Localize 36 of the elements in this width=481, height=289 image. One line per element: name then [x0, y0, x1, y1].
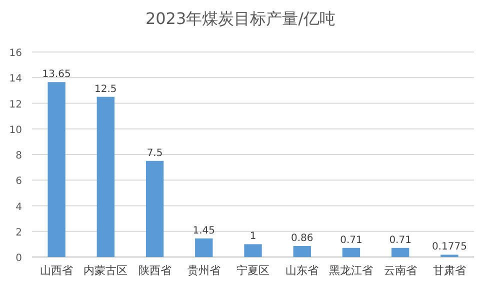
data-label: 1.45 [192, 225, 216, 236]
x-tick-label: 山西省 [40, 264, 74, 277]
x-tick-label: 黑龙江省 [329, 264, 374, 277]
y-tick-label: 14 [9, 74, 22, 85]
y-tick-label: 12 [9, 99, 22, 110]
bar [244, 244, 262, 257]
bar [195, 238, 213, 257]
bar [342, 248, 360, 257]
data-label: 0.71 [340, 234, 362, 246]
x-tick-label: 内蒙古区 [84, 264, 128, 277]
data-label: 0.71 [389, 234, 412, 246]
bar [146, 160, 164, 257]
data-label: 12.5 [94, 84, 117, 95]
data-label: 13.65 [42, 69, 71, 80]
chart-title: 2023年煤炭目标产量/亿吨 [145, 9, 336, 28]
x-tick-label: 宁夏区 [236, 264, 270, 277]
x-tick-label: 贵州省 [187, 264, 220, 277]
bar [48, 82, 66, 257]
bar [96, 96, 115, 257]
y-tick-label: 0 [16, 253, 22, 264]
data-label: 0.86 [290, 232, 314, 244]
y-tick-label: 2 [16, 227, 22, 238]
bar [293, 246, 311, 257]
data-label: 1 [250, 231, 256, 242]
y-tick-label: 6 [16, 176, 22, 188]
y-tick-label: 4 [16, 202, 22, 213]
data-label: 0.1775 [432, 242, 467, 253]
y-tick-label: 8 [16, 150, 22, 162]
y-tick-label: 10 [9, 124, 22, 136]
y-tick-label: 16 [9, 48, 22, 59]
x-tick-label: 陕西省 [138, 264, 172, 277]
x-tick-label: 山东省 [286, 264, 319, 277]
bar [391, 248, 410, 257]
x-tick-label: 云南省 [384, 264, 417, 277]
data-label: 7.5 [146, 148, 163, 159]
x-tick-label: 甘肃省 [432, 264, 466, 277]
